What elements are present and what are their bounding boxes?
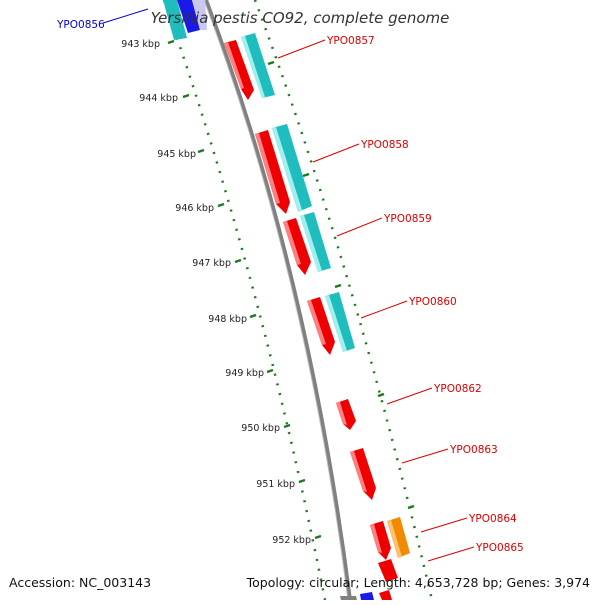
gene-feature-ypo0863[interactable] [350,448,376,500]
gene-feature-ypo0865[interactable] [378,559,398,582]
gene-feature-ypo0860[interactable] [307,292,355,355]
gene-label-ypo0860[interactable]: YPO0860 [408,296,457,308]
outer-track-marks [267,60,415,510]
tick-label-943: 943 kbp [121,39,160,50]
gene-label-ypo0862[interactable]: YPO0862 [433,383,482,395]
tick-label-951: 951 kbp [256,479,295,490]
gene-label-ypo0856[interactable]: YPO0856 [56,19,105,31]
gene-label-ypo0864[interactable]: YPO0864 [468,513,517,525]
outer-dotted-track [253,0,434,601]
tick-label-945: 945 kbp [157,149,196,160]
bottom-feature-stubs [340,590,392,600]
gene-feature-ypo0856[interactable] [163,0,207,40]
tick-label-952: 952 kbp [272,535,311,546]
tick-marks [167,39,322,540]
gene-feature-ypo0858[interactable] [255,124,312,214]
genome-backbone [204,0,352,601]
gene-feature-ypo0859[interactable] [283,212,331,275]
tick-label-947: 947 kbp [192,258,231,269]
label-connectors [102,8,475,562]
accession-text: Accession: NC_003143 [9,575,152,590]
gene-label-ypo0865[interactable]: YPO0865 [475,542,524,554]
genome-summary-text: Topology: circular; Length: 4,653,728 bp… [246,575,590,590]
tick-label-946: 946 kbp [175,203,214,214]
gene-feature-ypo0857[interactable] [224,33,275,100]
genome-title: Yersinia pestis CO92, complete genome [150,9,450,27]
tick-label-944: 944 kbp [139,93,178,104]
inner-dotted-track [162,0,327,601]
gene-label-ypo0857[interactable]: YPO0857 [326,35,375,47]
gene-label-ypo0858[interactable]: YPO0858 [360,139,409,151]
gene-labels: YPO0856 YPO0857 YPO0858 YPO0859 YPO0860 … [56,19,524,554]
tick-label-950: 950 kbp [241,423,280,434]
gene-label-ypo0859[interactable]: YPO0859 [383,213,432,225]
genome-backbone-highlight [203,0,349,601]
gene-label-ypo0863[interactable]: YPO0863 [449,444,498,456]
gene-feature-ypo0864[interactable] [370,517,410,560]
gene-feature-ypo0862[interactable] [336,399,356,430]
tick-label-949: 949 kbp [225,368,264,379]
tick-labels: 943 kbp 944 kbp 945 kbp 946 kbp 947 kbp … [121,39,311,546]
tick-label-948: 948 kbp [208,314,247,325]
